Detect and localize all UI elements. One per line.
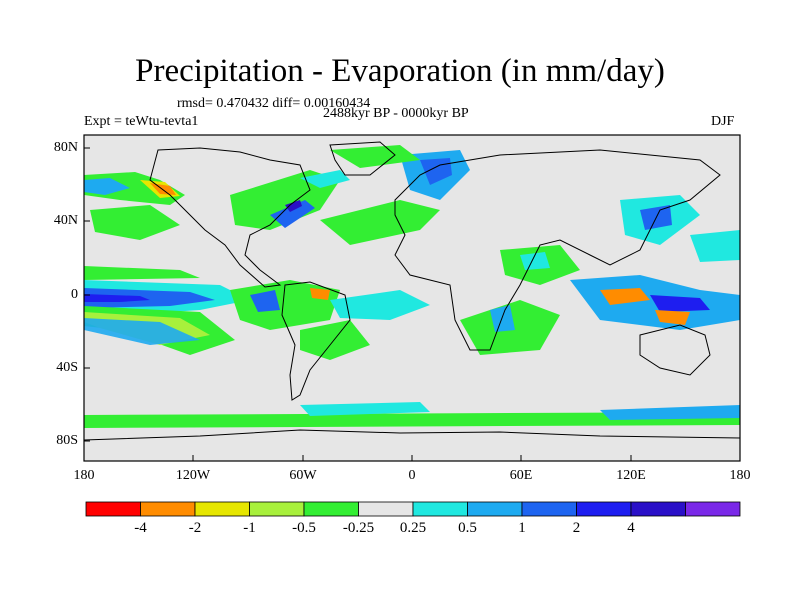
colorbar-swatch <box>358 501 414 517</box>
coastline-australia <box>639 324 711 376</box>
anomaly-patch <box>250 290 280 312</box>
anomaly-patch <box>690 230 740 262</box>
colorbar-tick-label: -0.5 <box>292 520 316 536</box>
lat-label-40s: 40S <box>56 360 78 375</box>
anomaly-patch <box>320 200 440 245</box>
colorbar-tick-label: -4 <box>134 520 147 536</box>
coastline-south-america <box>281 281 351 401</box>
colorbar-swatch <box>630 501 686 517</box>
lat-label-0: 0 <box>71 287 78 302</box>
colorbar-tick-label: -2 <box>188 520 202 536</box>
coastline-eurasia-africa <box>394 149 721 351</box>
anomaly-patch <box>600 405 740 420</box>
anomaly-patch <box>230 170 340 230</box>
lat-label-80s: 80S <box>56 433 78 448</box>
lon-label-60e: 60E <box>509 468 533 483</box>
anomaly-patch <box>655 310 690 325</box>
axis-ticks <box>83 147 741 461</box>
anomaly-patch <box>310 288 330 300</box>
lon-label-180e: 180 <box>729 468 751 483</box>
anomaly-patch <box>300 402 430 416</box>
anomaly-patch <box>300 170 350 188</box>
colorbar-swatch <box>140 501 196 517</box>
coastlines <box>84 141 740 441</box>
season-label: DJF <box>711 114 735 129</box>
anomaly-patch <box>84 412 740 428</box>
time-period-label: 2488kyr BP - 0000kyr BP <box>323 106 469 121</box>
colorbar-swatch <box>576 501 632 517</box>
colorbar-swatch <box>85 501 141 517</box>
anomaly-patch <box>520 252 550 270</box>
anomaly-patch <box>330 290 430 320</box>
lon-label-120e: 120E <box>616 468 646 483</box>
anomaly-patch <box>84 288 215 308</box>
anomaly-patch <box>490 305 515 332</box>
colorbar-swatch <box>412 501 468 517</box>
experiment-label: Expt = teWtu-tevta1 <box>84 114 199 129</box>
anomaly-patch <box>84 318 200 345</box>
colorbar-swatch <box>521 501 577 517</box>
colorbar-tick-label: 1 <box>518 520 526 536</box>
lon-label-180w: 180 <box>73 468 95 483</box>
coastline-antarctica <box>84 429 740 441</box>
coastline-greenland <box>329 141 396 176</box>
field-anomalies <box>84 145 740 428</box>
colorbar-swatch <box>303 501 359 517</box>
lon-label-0: 0 <box>408 468 416 483</box>
colorbar-swatch <box>467 501 523 517</box>
rmsd-diff-stats: rmsd= 0.470432 diff= 0.00160434 <box>177 96 371 111</box>
colorbar-swatch <box>249 501 305 517</box>
lon-label-60w: 60W <box>289 468 317 483</box>
colorbar-swatch <box>194 501 250 517</box>
anomaly-patch <box>600 288 650 305</box>
lat-label-80n: 80N <box>53 140 78 155</box>
colorbar-tick-label: -1 <box>243 520 256 536</box>
chart-title: Precipitation - Evaporation (in mm/day) <box>135 53 665 89</box>
anomaly-patch <box>84 178 130 195</box>
anomaly-patch <box>84 294 150 302</box>
colorbar-tick-label: -0.25 <box>342 520 375 536</box>
colorbar-swatch <box>685 501 741 517</box>
coastline-north-america <box>149 147 311 288</box>
anomaly-patch <box>90 205 180 240</box>
anomaly-patch <box>150 183 176 195</box>
anomaly-patch <box>270 200 315 228</box>
lat-label-40n: 40N <box>53 213 78 228</box>
anomaly-patch <box>330 145 420 168</box>
anomaly-patch <box>84 266 200 280</box>
anomaly-patch <box>650 295 710 312</box>
colorbar-tick-label: 2 <box>572 520 581 536</box>
colorbar <box>85 501 741 517</box>
anomaly-patch <box>300 320 370 360</box>
colorbar-tick-label: 0.25 <box>399 520 427 536</box>
colorbar-tick-label: 4 <box>627 520 635 536</box>
anomaly-patch <box>285 200 302 212</box>
lon-label-120w: 120W <box>175 468 211 483</box>
colorbar-tick-label: 0.5 <box>458 520 477 536</box>
